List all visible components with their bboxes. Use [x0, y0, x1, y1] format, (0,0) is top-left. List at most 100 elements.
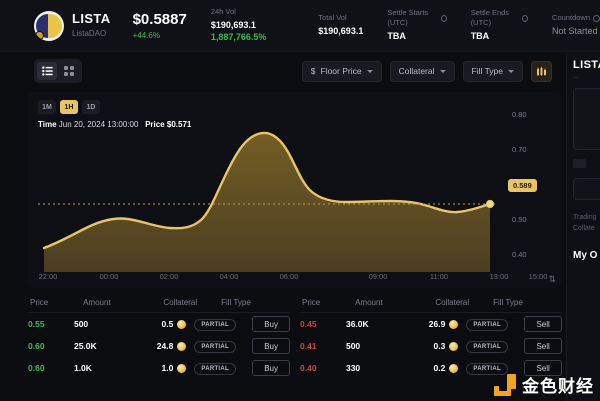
refresh-icon[interactable]: ⇅ [548, 274, 556, 284]
stat-countdown-value: Not Started [552, 26, 598, 37]
collateral-token-icon [449, 363, 459, 373]
grid-view-button[interactable] [59, 62, 79, 80]
range-tab-1m[interactable]: 1M [38, 100, 56, 114]
cell-amount: 25.0K [73, 341, 97, 351]
lista-logo-icon [34, 10, 64, 41]
col-fill-type: Fill Type [493, 298, 523, 307]
order-form-panel: LISTA ... Trading Collate My O [566, 53, 600, 401]
view-mode-toggle [34, 59, 82, 83]
table-row[interactable]: 0.40 330 0.2 PARTIAL Sell [300, 357, 562, 379]
side-panel-meta-line-1: Trading [573, 214, 597, 221]
chart-range-tabs: 1M 1H 1D [38, 100, 100, 114]
price-line [42, 131, 492, 250]
chart-y-axis: 0.80 0.70 0.589 0.50 0.40 [506, 110, 554, 272]
cell-amount: 500 [345, 341, 361, 351]
stat-countdown: Countdown Not Started [552, 13, 600, 37]
current-price-marker [485, 199, 495, 209]
x-tick-2: 02:00 [159, 272, 179, 281]
stat-countdown-label: Countdown [552, 13, 590, 23]
filter-floor-price[interactable]: $ Floor Price [301, 60, 382, 82]
x-tick-7: 13:00 [489, 272, 509, 281]
stat-settle-starts: Settle Starts (UTC) TBA [387, 8, 447, 42]
table-row[interactable]: 0.41 500 0.3 PARTIAL Sell [300, 335, 562, 357]
x-tick-8: 15:00 [528, 272, 548, 281]
collateral-token-icon [177, 319, 187, 329]
cell-fill-type: PARTIAL [458, 362, 524, 375]
chart-toggle-button[interactable] [531, 60, 552, 82]
sell-orders-table: Price Amount Collateral Fill Type 0.45 3… [300, 294, 562, 401]
stat-total-vol-label: Total Vol [318, 13, 347, 23]
buy-button[interactable]: Buy [252, 338, 290, 354]
token-select-row[interactable] [573, 159, 600, 168]
cell-collateral: 26.9 [404, 319, 459, 329]
stat-settle-starts-value: TBA [387, 30, 406, 41]
tooltip-price-value: $0.571 [166, 120, 192, 129]
token-identity: LISTA ListaDAO [34, 10, 111, 41]
stat-24h-vol-value: $190,693.1 [210, 20, 256, 31]
chevron-down-icon [366, 69, 373, 73]
stat-settle-ends: Settle Ends (UTC) TBA [470, 8, 529, 42]
x-tick-0: 22:00 [38, 272, 58, 281]
filter-fill-type-label: Fill Type [471, 66, 504, 76]
chevron-down-icon [439, 69, 446, 73]
info-icon[interactable] [522, 14, 529, 22]
filter-collateral[interactable]: Collateral [389, 60, 455, 82]
info-icon[interactable] [440, 14, 447, 22]
x-tick-3: 04:00 [219, 272, 239, 281]
cell-amount: 330 [345, 363, 361, 373]
chart-plot-area[interactable] [38, 112, 498, 272]
stat-24h-vol: 24h Vol $190,693.1 1,887,766.5% [211, 7, 294, 43]
table-row[interactable]: 0.45 36.0K 26.9 PARTIAL Sell [300, 313, 562, 335]
range-tab-1h[interactable]: 1H [60, 100, 78, 114]
sell-button[interactable]: Sell [524, 360, 562, 376]
fill-type-badge: PARTIAL [194, 340, 236, 353]
cell-amount: 500 [73, 319, 89, 329]
cell-price: 0.40 [300, 363, 317, 373]
col-price: Price [302, 298, 321, 307]
price-block: $0.5887 +44.6% [133, 11, 187, 41]
tooltip-price-key: Price [145, 120, 165, 129]
buy-button[interactable]: Buy [252, 360, 290, 376]
my-orders-heading: My O [573, 250, 598, 262]
fill-type-badge: PARTIAL [194, 318, 236, 331]
side-panel-meta-line-2: Collate [573, 225, 595, 233]
stat-settle-ends-label: Settle Ends (UTC) [470, 8, 510, 28]
cell-price: 0.55 [28, 319, 45, 329]
tooltip-time-key: Time [38, 120, 57, 129]
filter-collateral-label: Collateral [398, 66, 435, 76]
info-icon[interactable] [593, 14, 600, 22]
stat-24h-vol-extra: 1,887,766.5% [210, 31, 267, 42]
buy-button[interactable]: Buy [252, 316, 290, 332]
x-tick-5: 09:00 [368, 272, 388, 281]
grid-view-icon [64, 66, 74, 76]
cell-collateral: 0.5 [132, 319, 187, 329]
y-tick-2: 0.50 [512, 215, 527, 224]
price-chart-panel: 1M 1H 1D Time Jun 20, 2024 13:00:00 Pric… [28, 92, 562, 288]
sell-button[interactable]: Sell [524, 338, 562, 354]
filter-fill-type[interactable]: Fill Type [462, 60, 523, 82]
range-tab-1d[interactable]: 1D [82, 100, 100, 114]
cell-collateral: 24.8 [132, 341, 187, 351]
sell-button[interactable]: Sell [524, 316, 562, 332]
buy-orders-table: Price Amount Collateral Fill Type 0.55 5… [28, 294, 290, 401]
order-price-input[interactable] [573, 178, 600, 200]
list-view-button[interactable] [37, 62, 57, 80]
table-row[interactable]: 0.60 25.0K 24.8 PARTIAL Buy [28, 335, 290, 357]
cell-price: 0.45 [300, 319, 317, 329]
token-price: $0.5887 [132, 10, 187, 28]
stat-settle-ends-value: TBA [470, 30, 490, 41]
collateral-token-icon [177, 363, 187, 373]
stat-total-vol: Total Vol $190,693.1 [318, 13, 363, 37]
col-collateral: Collateral [163, 298, 198, 307]
chart-x-axis: 22:00 00:00 02:00 04:00 06:00 09:00 11:0… [38, 272, 558, 284]
x-tick-1: 00:00 [99, 272, 119, 281]
order-tables: Price Amount Collateral Fill Type 0.55 5… [28, 294, 562, 401]
filter-group: $ Floor Price Collateral Fill Type [301, 60, 552, 82]
current-price-badge: 0.589 [508, 179, 537, 192]
table-row[interactable]: 0.60 1.0K 1.0 PARTIAL Buy [28, 357, 290, 379]
cell-price: 0.60 [28, 363, 45, 373]
side-panel-title: LISTA [573, 59, 600, 71]
stat-24h-vol-label: 24h Vol [210, 7, 236, 17]
order-amount-input[interactable] [573, 88, 600, 150]
table-row[interactable]: 0.55 500 0.5 PARTIAL Buy [28, 313, 290, 335]
